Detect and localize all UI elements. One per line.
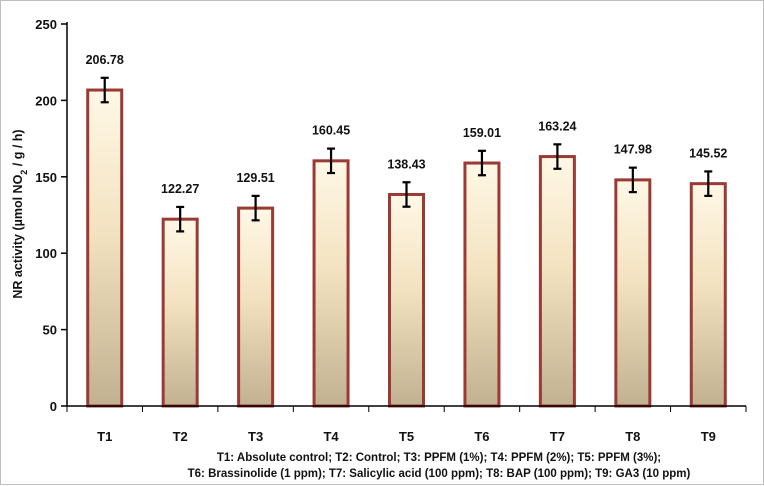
error-bar-T4 xyxy=(327,147,336,175)
x-tick-label-T1: T1 xyxy=(97,429,112,444)
data-label-T4: 160.45 xyxy=(312,124,350,138)
y-axis-title-suffix: / g / h) xyxy=(11,129,25,169)
data-label-T9: 145.52 xyxy=(689,146,727,160)
y-tick-label: 250 xyxy=(35,17,57,32)
y-axis-title: NR activity (µmol NO2 / g / h) xyxy=(11,129,29,298)
x-tick-label-T3: T3 xyxy=(248,429,263,444)
bar-T7 xyxy=(538,155,576,408)
x-tick-label-T4: T4 xyxy=(323,429,339,444)
y-tick-label: 150 xyxy=(35,170,57,185)
x-tick-label-T7: T7 xyxy=(550,429,565,444)
y-tick-label: 200 xyxy=(35,93,57,108)
treatment-note-line-2: T6: Brassinolide (1 ppm); T7: Salicylic … xyxy=(188,468,691,480)
bar-T3 xyxy=(237,206,275,408)
treatment-note-line-1: T1: Absolute control; T2: Control; T3: P… xyxy=(217,452,661,464)
error-bar-T1 xyxy=(100,76,109,104)
y-axis-title-prefix: NR activity (µmol NO xyxy=(11,174,25,298)
bar-T4 xyxy=(312,159,350,408)
x-tick-label-T9: T9 xyxy=(701,429,716,444)
error-bar-T6 xyxy=(477,149,486,177)
x-tick-label-T6: T6 xyxy=(474,429,489,444)
x-tick-label-T2: T2 xyxy=(173,429,188,444)
error-bar-T3 xyxy=(251,194,260,222)
bar-T6 xyxy=(463,161,501,408)
data-label-T2: 122.27 xyxy=(161,182,199,196)
axes-layer xyxy=(61,22,747,412)
y-tick-label: 0 xyxy=(50,399,57,414)
bar-T9 xyxy=(689,182,727,408)
data-label-T5: 138.43 xyxy=(387,157,425,171)
error-bar-T5 xyxy=(402,181,411,208)
y-tick-label: 50 xyxy=(43,323,57,338)
x-tick-label-T8: T8 xyxy=(625,429,640,444)
data-label-T6: 159.01 xyxy=(463,126,501,140)
data-label-T3: 129.51 xyxy=(236,171,274,185)
bar-T1 xyxy=(86,88,124,408)
data-label-T1: 206.78 xyxy=(86,53,124,67)
bars-layer xyxy=(86,76,727,408)
error-bar-T9 xyxy=(704,170,713,197)
bar-T8 xyxy=(614,178,652,408)
error-bar-T8 xyxy=(628,166,637,194)
x-tick-label-T5: T5 xyxy=(399,429,414,444)
data-label-T7: 163.24 xyxy=(538,119,576,133)
bar-T2 xyxy=(161,217,199,408)
error-bar-T2 xyxy=(176,205,185,233)
labels-layer: 206.78 T1 122.27 T2 129.51 T3 160.45 T4 138.43 T5… xyxy=(35,17,727,444)
data-label-T8: 147.98 xyxy=(614,143,652,157)
error-bar-T7 xyxy=(553,143,562,170)
y-axis-title-subscript: 2 xyxy=(19,170,29,175)
y-tick-label: 100 xyxy=(35,246,57,261)
bar-T5 xyxy=(388,192,425,408)
